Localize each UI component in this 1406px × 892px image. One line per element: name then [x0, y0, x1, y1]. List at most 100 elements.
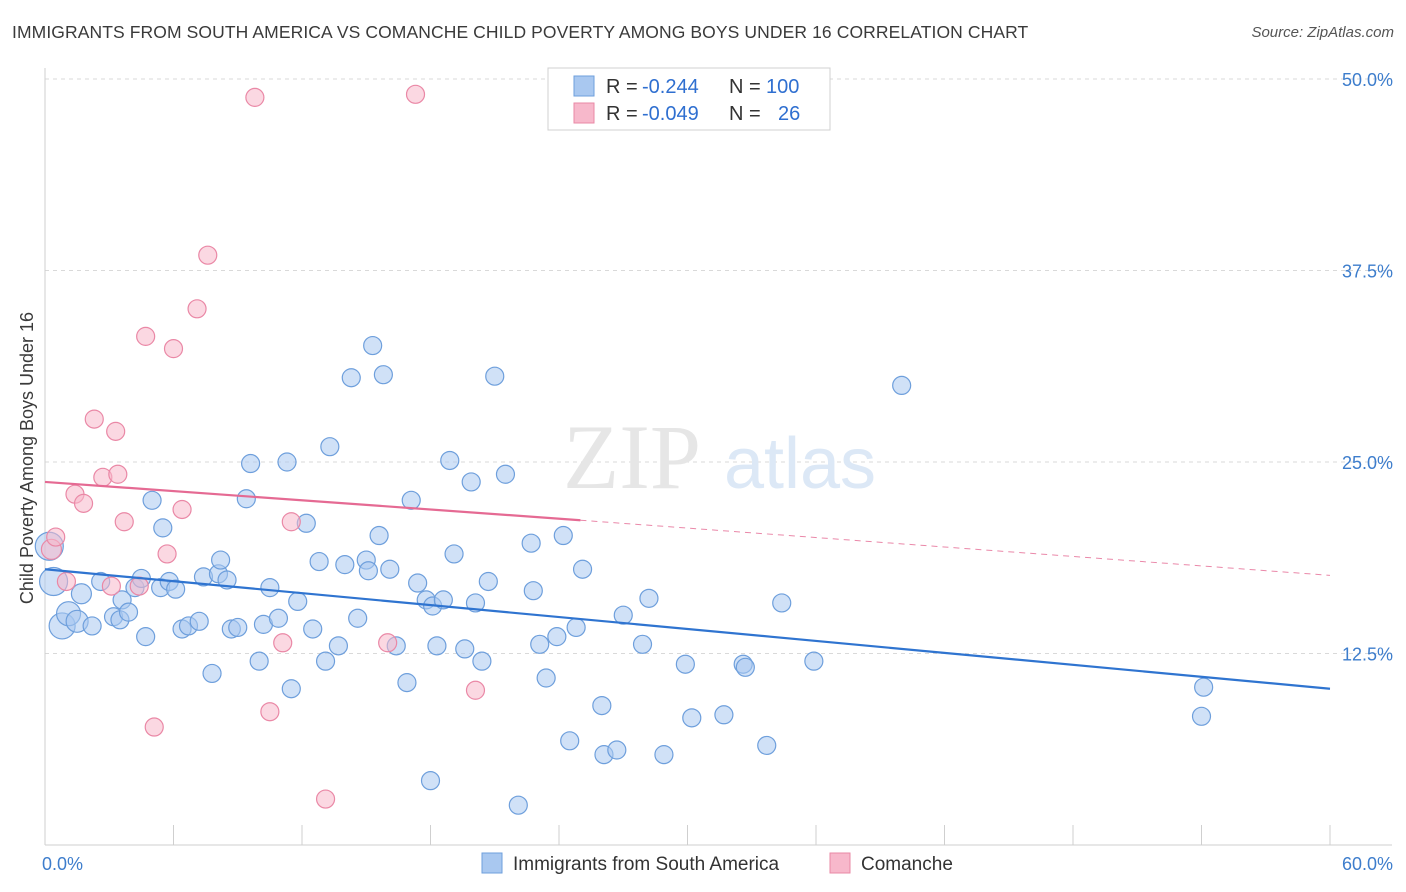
series-pink-points [40, 84, 486, 809]
legend-n-label-pink: N = [729, 103, 761, 125]
pink-point-19 [245, 87, 265, 107]
blue-point-55 [397, 673, 417, 693]
blue-point-57 [408, 573, 428, 593]
blue-point-50 [363, 335, 383, 356]
blue-point-47 [348, 608, 368, 628]
legend-n-value-pink: 26 [778, 103, 800, 125]
legend-box: R = -0.244 N = 100 R = -0.049 N = 26 [547, 67, 831, 131]
pink-trend-line-extended [580, 519, 1331, 576]
blue-point-73 [521, 533, 541, 553]
blue-point-69 [478, 571, 498, 592]
blue-point-27 [217, 570, 237, 590]
legend-n-label-blue: N = [729, 76, 761, 98]
legend-r-label-blue: R = [606, 76, 638, 98]
blue-point-24 [202, 663, 222, 684]
blue-point-35 [268, 608, 289, 628]
axes [44, 68, 1392, 846]
blue-trend-line [44, 568, 1331, 690]
bottom-legend: Immigrants from South America Comanche [481, 852, 953, 875]
blue-point-81 [572, 559, 593, 579]
legend-n-value-blue: 100 [766, 76, 799, 98]
chart-title: IMMIGRANTS FROM SOUTH AMERICA VS COMANCH… [12, 22, 1029, 42]
pink-point-5 [84, 409, 104, 429]
blue-point-62 [440, 450, 460, 471]
bottom-legend-swatch-blue [481, 852, 503, 874]
y-tick-label-0: 12.5% [1342, 645, 1393, 665]
x-tick-label-0: 0.0% [42, 854, 83, 874]
blue-point-64 [444, 544, 464, 564]
blue-point-5 [70, 583, 93, 605]
blue-point-90 [682, 708, 702, 728]
y-tick-label-2: 37.5% [1342, 262, 1393, 282]
tick-labels: 12.5% 25.0% 37.5% 50.0% 0.0% 60.0% [42, 70, 1393, 874]
blue-point-76 [536, 668, 556, 688]
pink-point-21 [273, 633, 293, 653]
blue-point-31 [241, 453, 261, 474]
legend-swatch-pink [573, 102, 595, 124]
blue-point-11 [118, 602, 139, 622]
blue-point-77 [547, 627, 567, 647]
blue-point-78 [553, 525, 573, 546]
blue-point-41 [309, 551, 329, 572]
blue-point-85 [613, 605, 633, 625]
pink-point-10 [114, 512, 134, 532]
trend-lines [44, 480, 1331, 690]
pink-point-13 [144, 717, 164, 737]
blue-point-71 [495, 464, 516, 484]
watermark-atlas: atlas [724, 424, 876, 504]
blue-point-32 [249, 651, 269, 671]
blue-point-63 [420, 771, 441, 791]
y-tick-label-1: 25.0% [1342, 453, 1393, 473]
blue-point-19 [166, 579, 186, 599]
blue-point-60 [433, 590, 453, 610]
blue-point-61 [427, 636, 447, 656]
blue-point-86 [632, 634, 653, 654]
pink-point-17 [187, 299, 207, 319]
blue-point-94 [757, 735, 777, 756]
blue-point-82 [592, 695, 612, 716]
bottom-legend-label-blue: Immigrants from South America [513, 854, 780, 875]
blue-point-37 [281, 679, 301, 699]
blue-point-38 [288, 591, 308, 612]
blue-point-29 [228, 617, 248, 638]
legend-swatch-blue [573, 75, 595, 97]
pink-point-14 [157, 544, 177, 564]
gridlines [45, 78, 1392, 654]
chart-source: Source: ZipAtlas.com [1251, 24, 1394, 41]
blue-point-79 [560, 731, 580, 751]
blue-point-70 [485, 366, 505, 386]
blue-point-26 [211, 550, 231, 570]
pink-point-18 [198, 245, 218, 265]
blue-point-74 [523, 581, 543, 601]
blue-point-34 [260, 578, 280, 598]
pink-point-26 [465, 680, 486, 700]
blue-point-15 [142, 490, 162, 510]
blue-point-30 [236, 489, 256, 509]
blue-point-22 [189, 611, 209, 631]
blue-point-43 [320, 437, 340, 457]
pink-point-4 [73, 493, 94, 513]
pink-point-9 [108, 464, 128, 484]
blue-point-45 [335, 555, 355, 575]
blue-point-14 [136, 627, 156, 647]
pink-point-8 [106, 421, 126, 441]
blue-point-53 [380, 559, 400, 579]
legend-r-value-pink: -0.049 [642, 103, 699, 125]
pink-point-12 [136, 326, 156, 346]
blue-point-66 [461, 472, 481, 492]
blue-point-87 [639, 588, 659, 608]
blue-point-88 [654, 745, 674, 765]
pink-point-23 [315, 789, 336, 809]
y-tick-label-3: 50.0% [1342, 70, 1393, 90]
pink-point-25 [405, 84, 426, 104]
pink-trend-line [44, 480, 581, 522]
blue-point-17 [153, 518, 173, 538]
blue-point-98 [1191, 706, 1212, 726]
pink-point-1 [46, 527, 66, 547]
pink-point-16 [172, 499, 192, 520]
pink-point-24 [378, 633, 398, 653]
legend-r-label-pink: R = [606, 103, 638, 125]
blue-point-67 [465, 593, 486, 613]
blue-point-49 [358, 561, 378, 581]
